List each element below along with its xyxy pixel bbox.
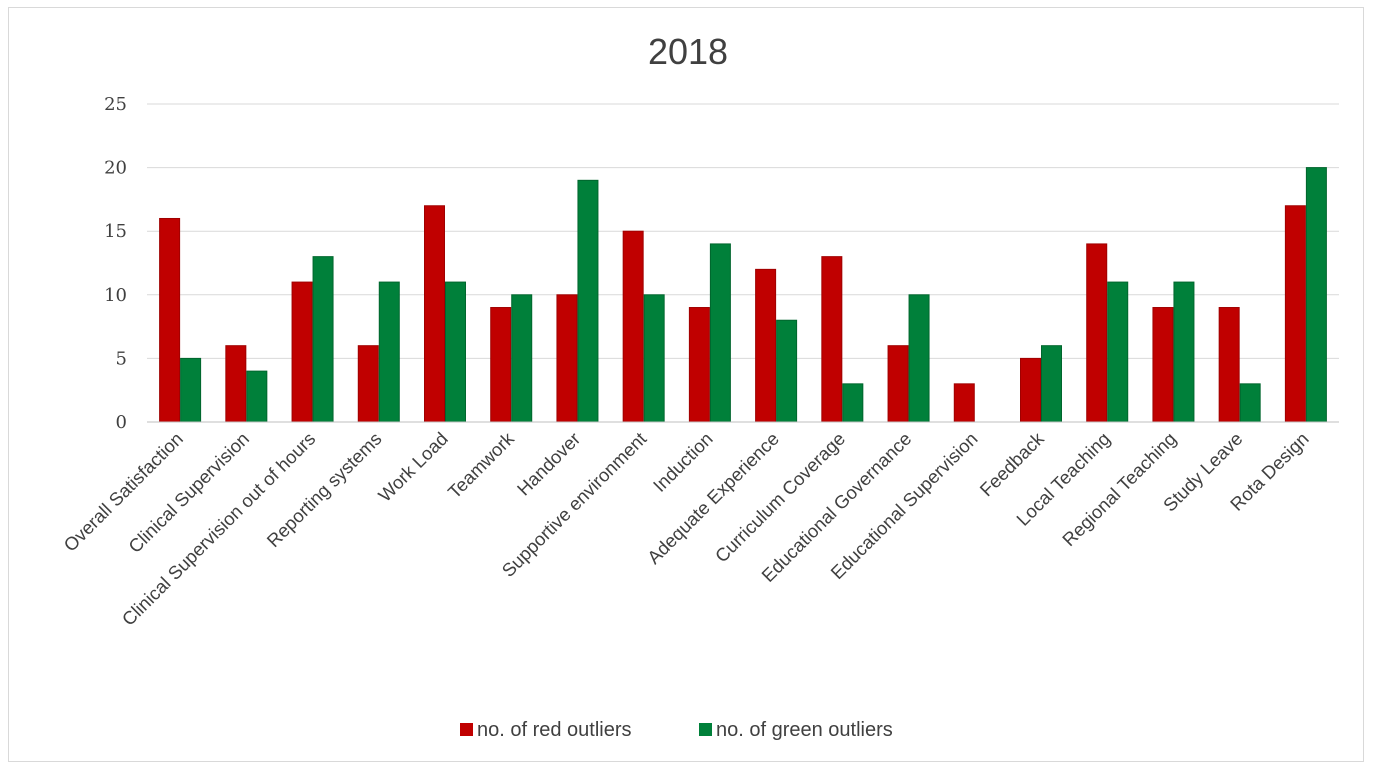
bar: [291, 281, 313, 423]
bar: [1284, 205, 1306, 423]
legend-swatch: [460, 723, 473, 736]
chart-frame: 2018 0 5 10 15 20 25 Overall Satisfaction Clin…: [8, 7, 1364, 762]
x-tick-label: Clinical Supervision: [124, 428, 253, 557]
legend-label: no. of green outliers: [716, 719, 893, 741]
bar: [246, 370, 268, 423]
bar: [776, 319, 798, 423]
x-tick-label: Regional Teaching: [1058, 428, 1180, 550]
bar: [511, 294, 533, 423]
bar: [755, 268, 777, 423]
series-green: [180, 167, 1327, 423]
y-tick-label: 15: [104, 221, 127, 242]
x-tick-label: Induction: [649, 428, 717, 496]
bar: [1305, 167, 1327, 423]
bar: [1173, 281, 1195, 423]
bar: [490, 307, 512, 423]
bar: [378, 281, 400, 423]
bar: [1107, 281, 1129, 423]
bar: [643, 294, 665, 423]
gridlines: [147, 103, 1339, 359]
bar: [842, 383, 864, 423]
chart-title: 2018: [648, 31, 728, 72]
y-tick-label: 10: [104, 285, 127, 306]
x-tick-label: Reporting systems: [262, 428, 385, 551]
legend: no. of red outliers no. of green outliers: [460, 719, 893, 741]
legend-swatch: [699, 723, 712, 736]
bar: [821, 256, 843, 423]
y-tick-label: 0: [116, 412, 127, 433]
x-tick-label: Teamwork: [444, 427, 519, 502]
bar: [1218, 307, 1240, 423]
x-tick-label: Adequate Experience: [643, 428, 783, 568]
bar: [709, 243, 731, 423]
bar: [159, 217, 181, 423]
bar: [1152, 307, 1174, 423]
y-tick-label: 20: [104, 158, 127, 179]
bar: [1086, 243, 1108, 423]
bar: [357, 345, 379, 423]
bar: [622, 230, 644, 423]
bar: [445, 281, 466, 423]
bar: [556, 294, 578, 423]
bar: [424, 205, 445, 423]
bar: [688, 307, 710, 423]
bar: [577, 179, 599, 423]
bar: [180, 357, 202, 423]
bar: [1041, 345, 1062, 423]
x-tick-label: Work Load: [374, 428, 452, 506]
bar: [312, 256, 334, 423]
bar: [1239, 383, 1261, 423]
y-axis-ticks: 0 5 10 15 20 25: [104, 94, 127, 433]
bar: [908, 294, 930, 423]
legend-label: no. of red outliers: [477, 719, 632, 741]
bar-chart: 2018 0 5 10 15 20 25 Overall SatisfactionClin…: [59, 31, 1339, 741]
bar: [953, 383, 975, 423]
y-tick-label: 25: [104, 94, 127, 115]
y-tick-label: 5: [116, 348, 127, 369]
bar: [887, 345, 909, 423]
bar: [1020, 357, 1041, 423]
x-tick-label: Overall Satisfaction: [59, 428, 187, 556]
bars: [159, 167, 1327, 423]
x-tick-label: Curriculum Coverage: [711, 428, 849, 566]
bar: [225, 345, 247, 423]
